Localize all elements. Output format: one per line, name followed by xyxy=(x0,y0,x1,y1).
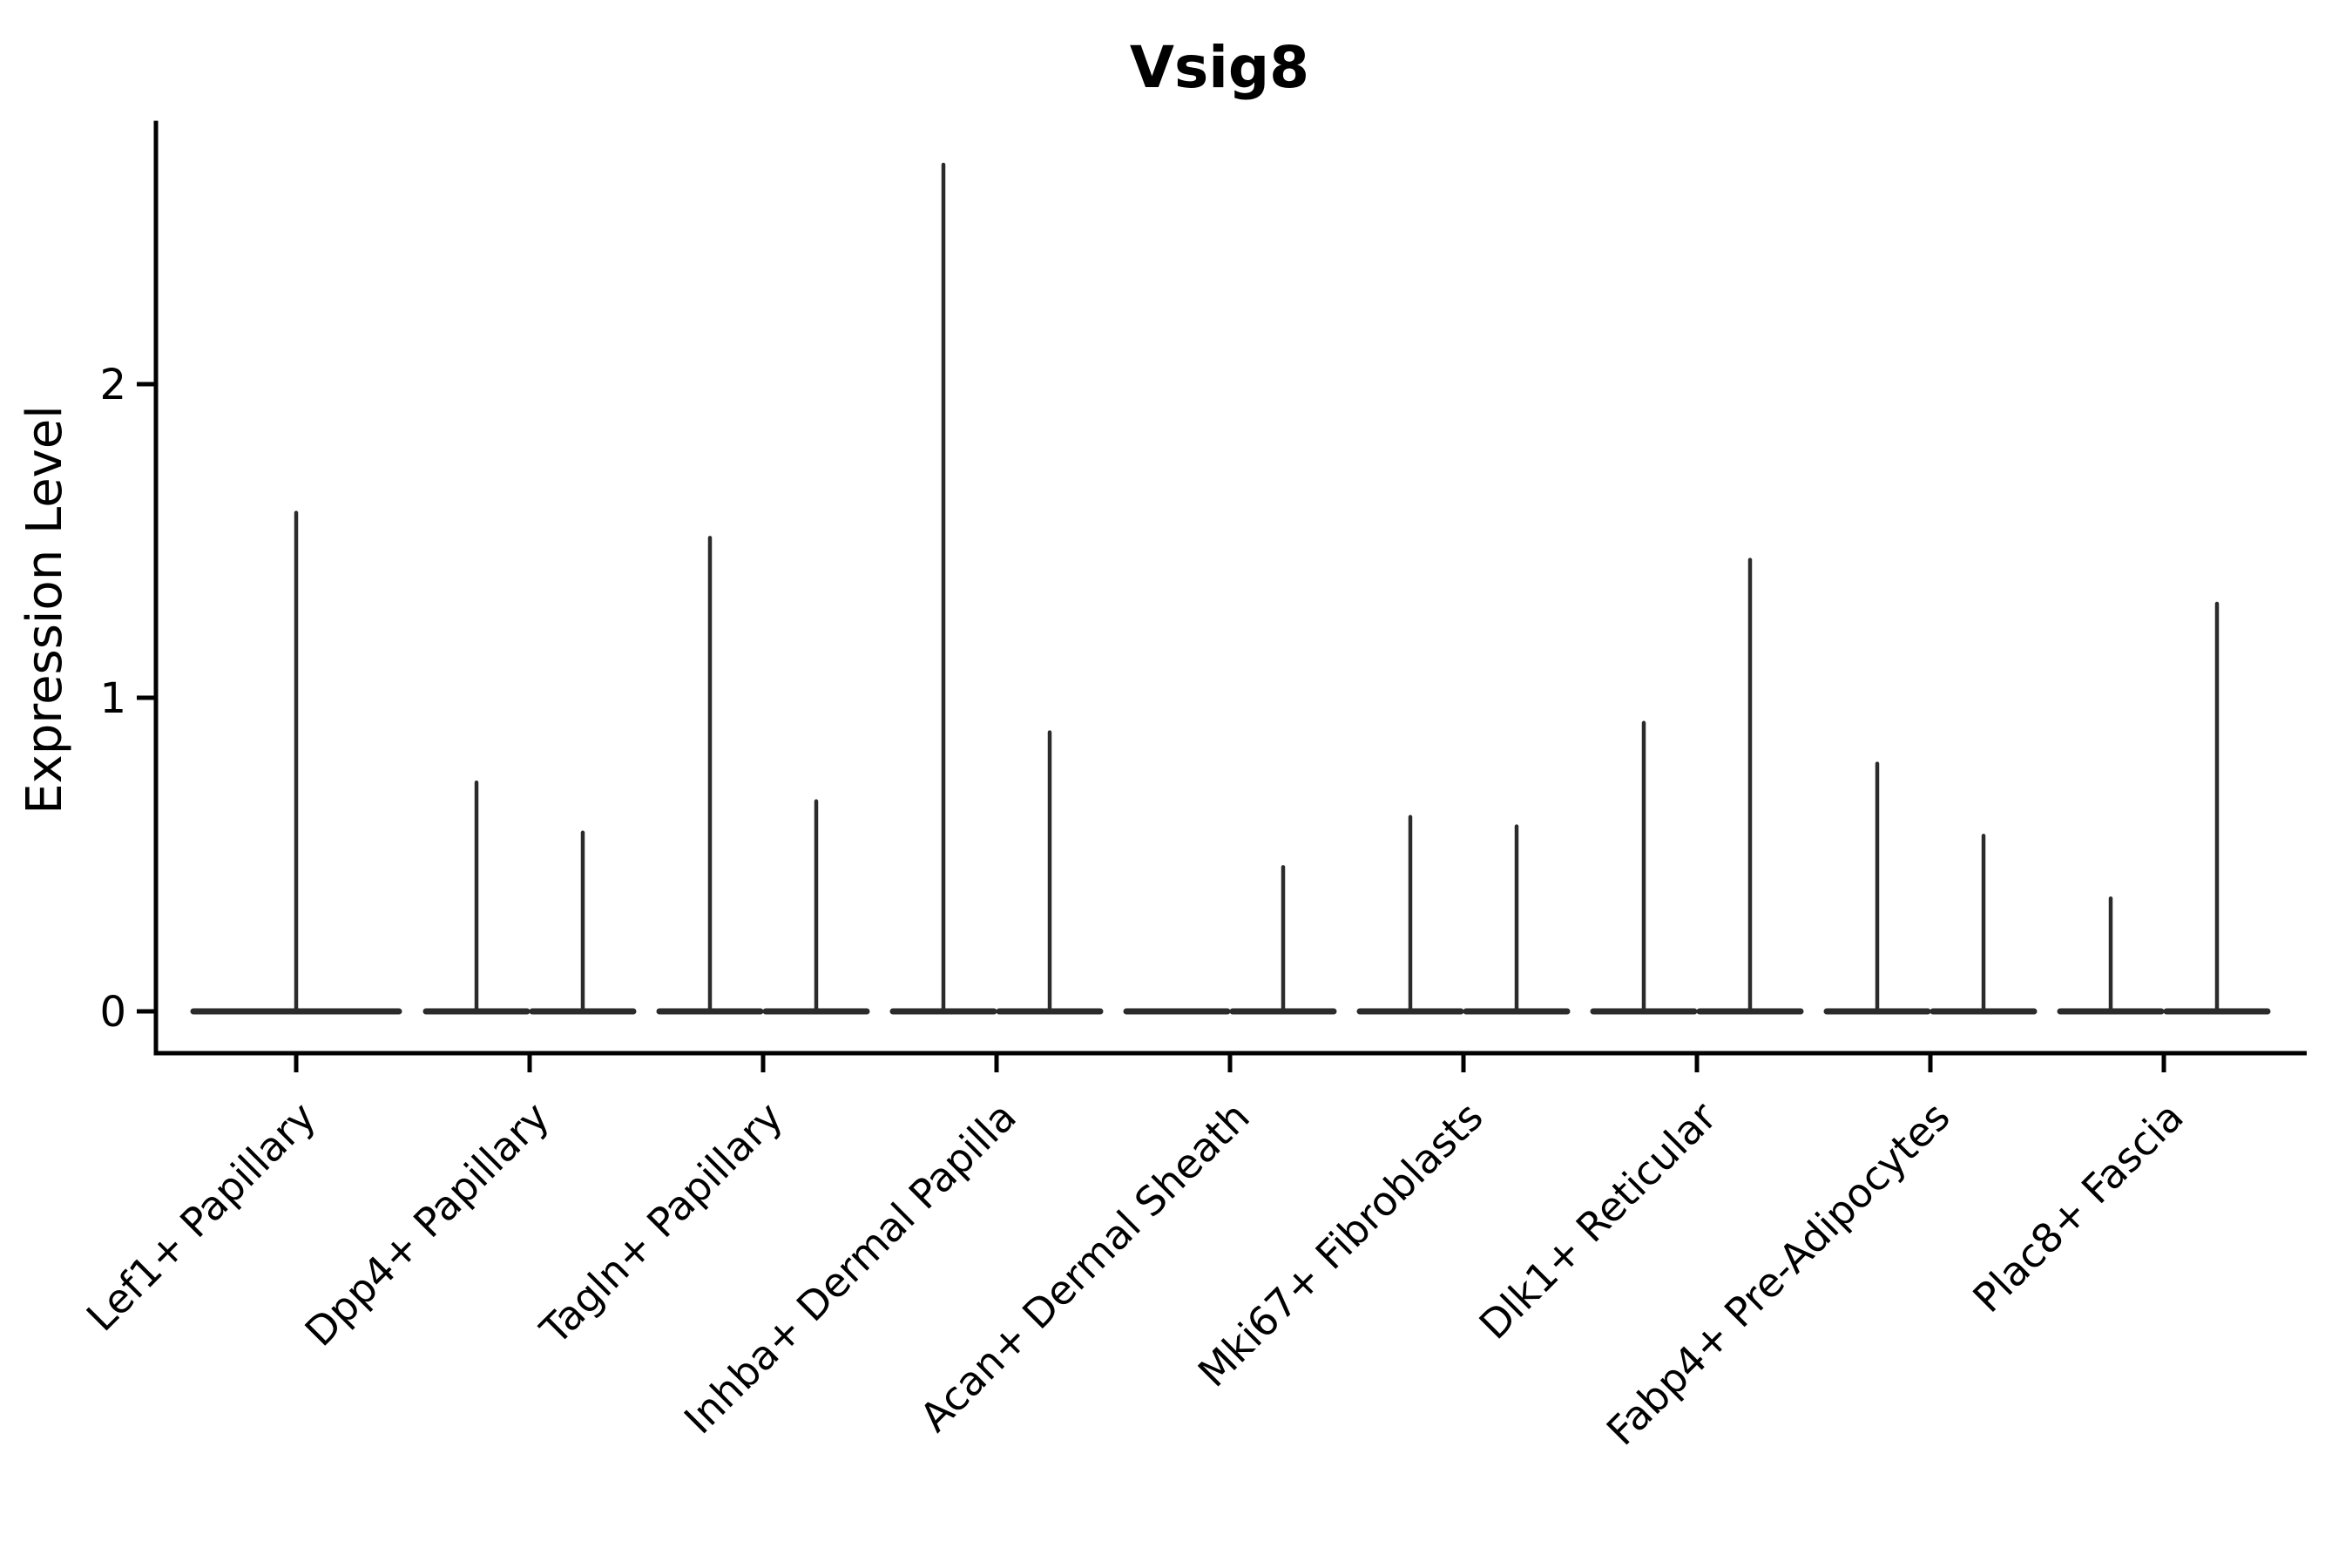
chart-title: Vsig8 xyxy=(1130,34,1309,101)
x-tick-label: Lef1+ Papillary xyxy=(78,1093,325,1341)
violins-layer xyxy=(190,162,2271,1015)
y-axis-label: Expression Level xyxy=(17,405,73,814)
y-tick-label: 2 xyxy=(99,361,126,409)
y-tick-label: 0 xyxy=(99,988,126,1037)
x-tick-label: Dlk1+ Reticular xyxy=(1470,1093,1726,1348)
x-tick-label: Plac8+ Fascia xyxy=(1963,1093,2192,1321)
y-tick-label: 1 xyxy=(99,674,126,723)
x-tick-label: Tagln+ Papillary xyxy=(531,1093,792,1355)
x-tick-label: Dpp4+ Papillary xyxy=(296,1093,558,1355)
